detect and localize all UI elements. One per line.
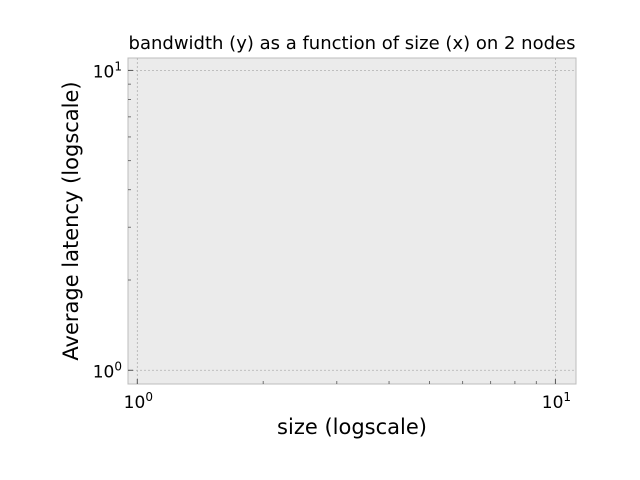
y-axis-ticks (128, 69, 133, 371)
grid-lines (128, 58, 576, 384)
y-axis-tick-labels: 100 101 (93, 59, 122, 382)
y-tick-label: 101 (93, 59, 122, 82)
x-axis-ticks (136, 379, 556, 384)
y-axis-label: Average latency (logscale) (59, 81, 83, 360)
x-tick-label: 101 (542, 390, 571, 413)
chart-title: bandwidth (y) as a function of size (x) … (129, 33, 576, 54)
x-axis-label: size (logscale) (277, 415, 427, 439)
x-axis-tick-labels: 100 101 (124, 390, 571, 413)
y-tick-label: 100 (93, 359, 122, 382)
plot-area (127, 57, 577, 385)
x-tick-label: 100 (124, 390, 153, 413)
